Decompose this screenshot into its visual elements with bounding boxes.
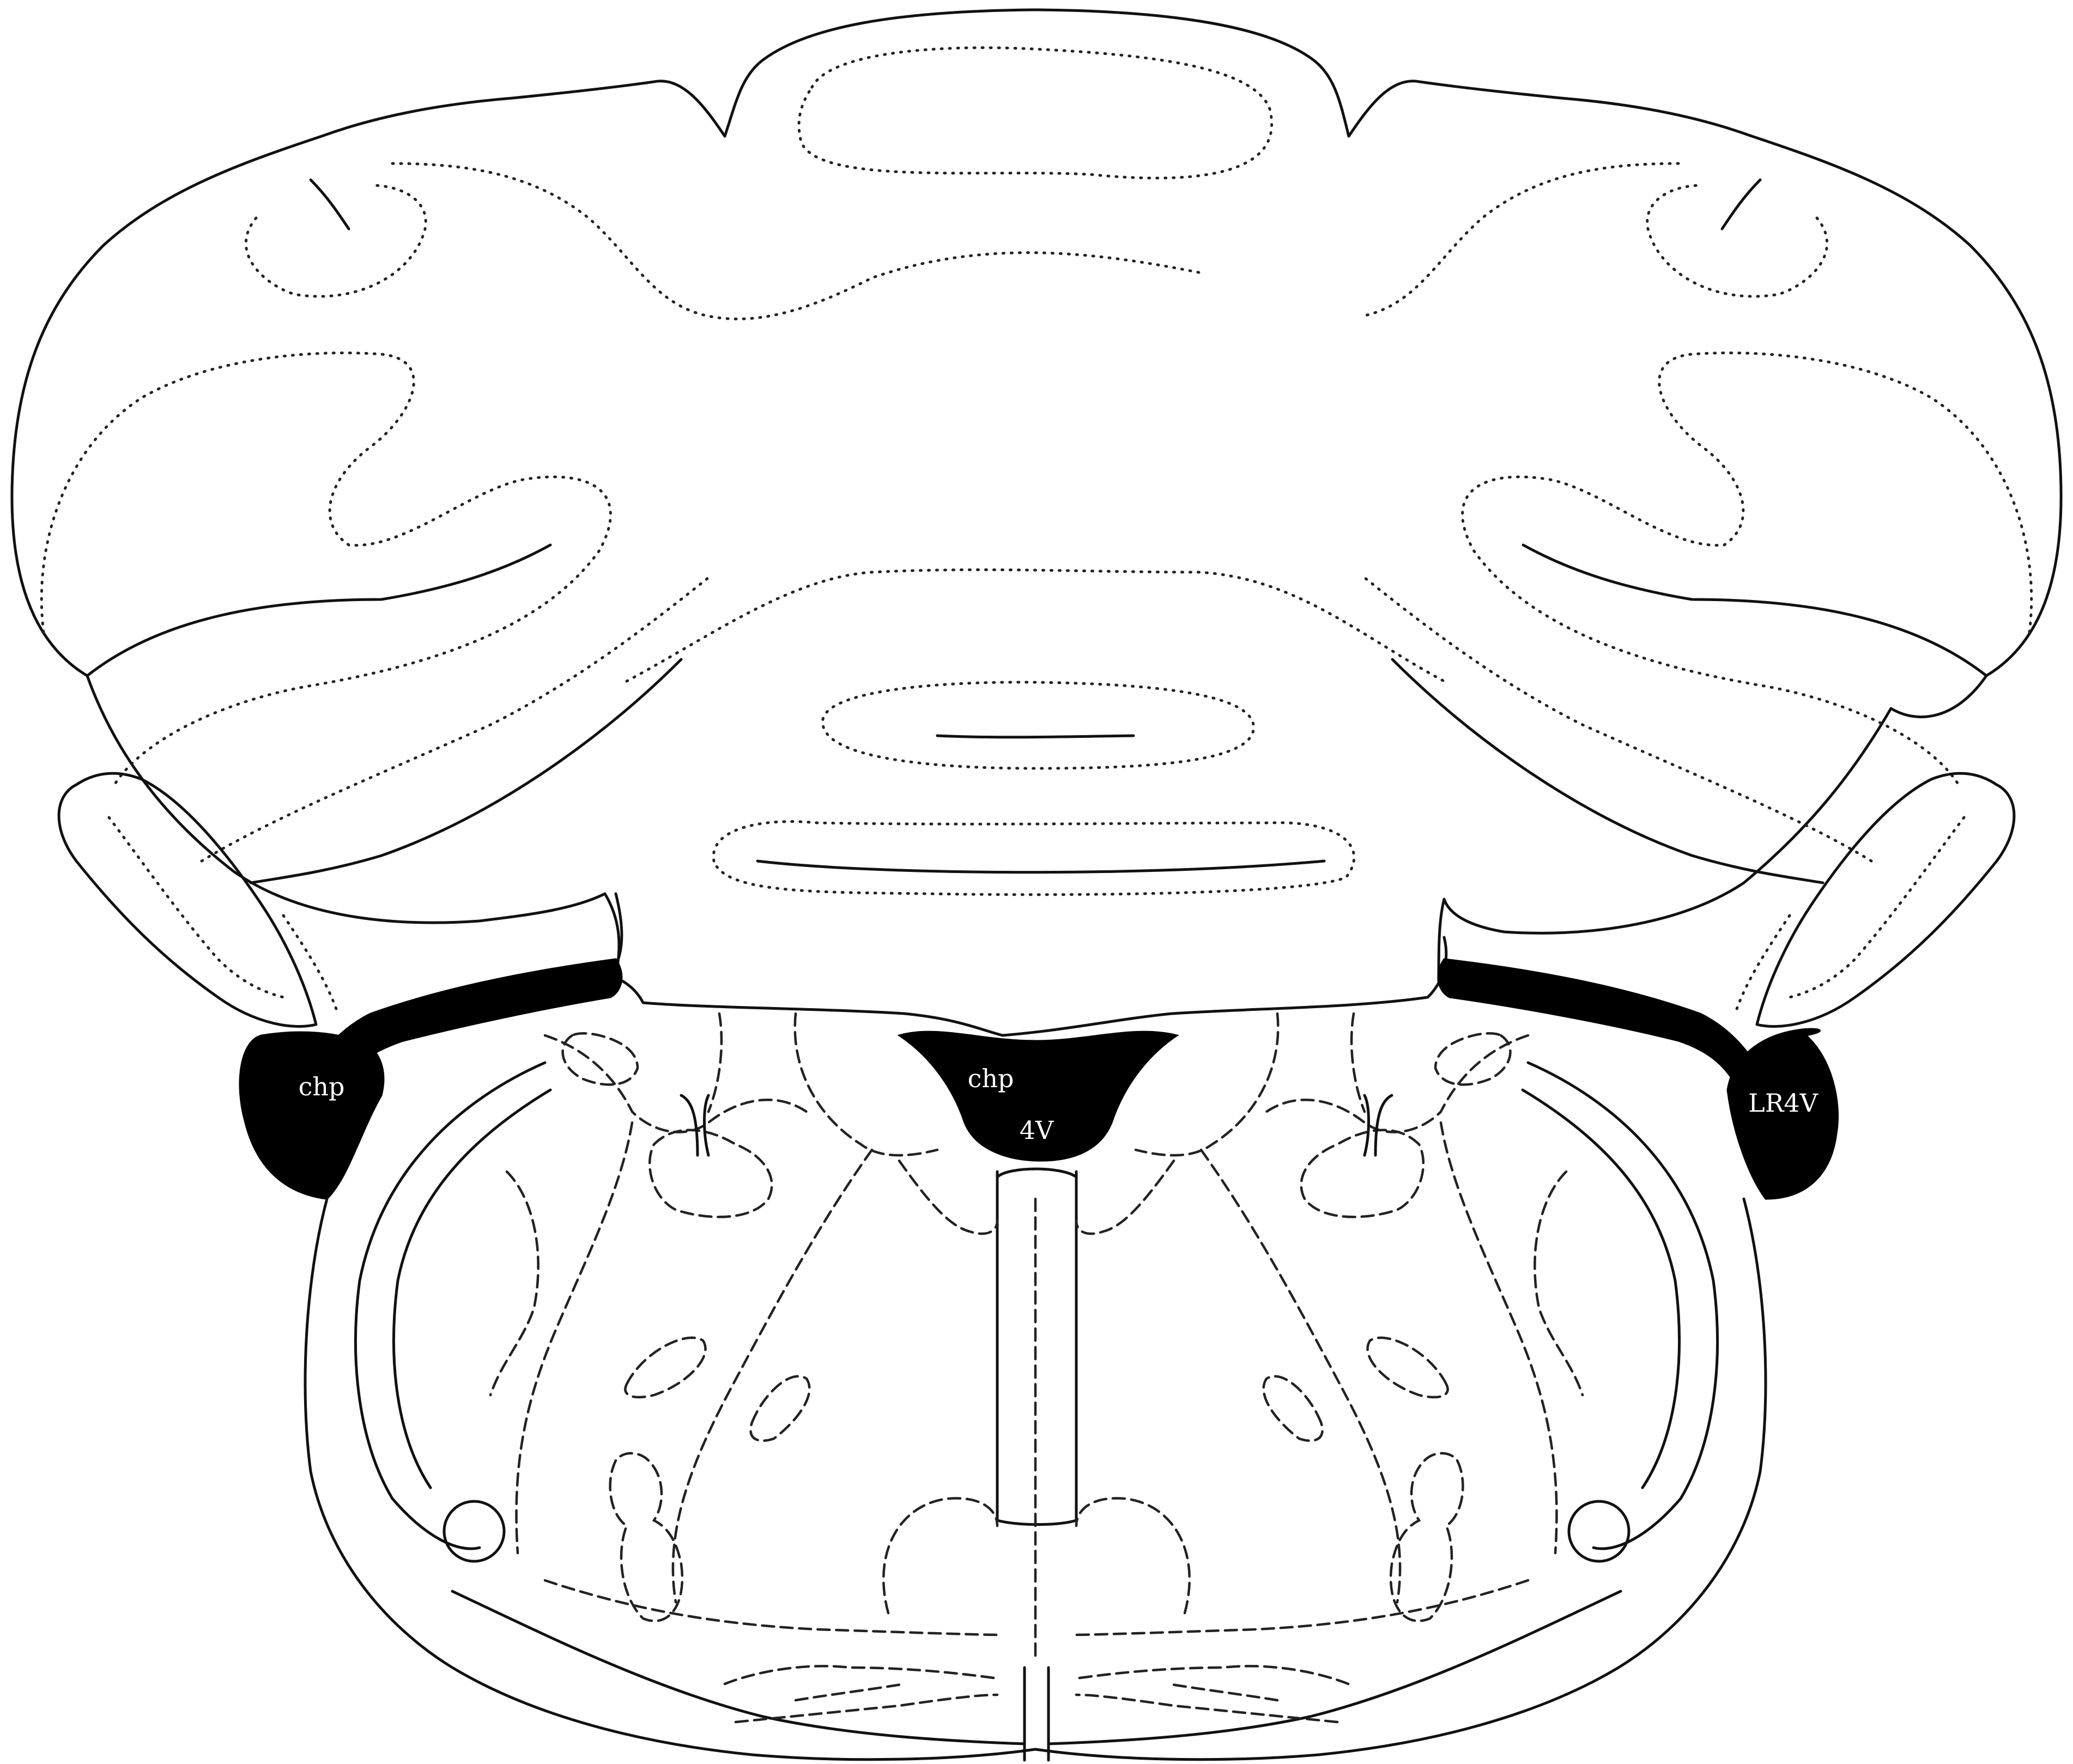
- right-nucleus-boundary-3: [1199, 1148, 1402, 1604]
- right-dorsal-notch: [1363, 1094, 1393, 1157]
- left-nucleus-boundary-3: [671, 1148, 874, 1604]
- left-olive-nucleus: [443, 1500, 506, 1563]
- left-lateral-recess-chp: [239, 1031, 385, 1200]
- left-paraflocculus-inner: [282, 914, 340, 1015]
- right-middle-lobule: [1461, 351, 2033, 786]
- right-arch-region: [1300, 1129, 1425, 1219]
- left-small-ellipse-2: [749, 1375, 811, 1442]
- fourth-ventricle: [897, 1030, 1179, 1162]
- right-hemisphere-band: [1363, 576, 1873, 863]
- left-middle-lobule: [40, 351, 612, 786]
- right-pyramid: [1075, 1665, 1350, 1686]
- fissure-left-upper: [309, 178, 350, 231]
- right-upper-small-nucleus: [1434, 1032, 1512, 1086]
- ventral-fissure: [1023, 1666, 1050, 1762]
- right-small-ellipse-1: [1366, 1336, 1449, 1399]
- right-lateral-tract-inner: [1521, 1088, 1681, 1489]
- left-upper-small-nucleus: [561, 1032, 639, 1086]
- medulla-ventral-left: [451, 1590, 1026, 1745]
- right-nucleus-boundary-6: [1134, 1012, 1280, 1157]
- left-ovoid-nucleus: [609, 1452, 684, 1622]
- raphe-top: [996, 1167, 1078, 1179]
- paraflocculi: [57, 772, 2016, 1028]
- left-hemisphere-lower-edge: [86, 674, 621, 977]
- right-medial-boundary: [1075, 1159, 1175, 1235]
- raphe-bottom: [996, 1519, 1078, 1526]
- left-small-ellipse-1: [624, 1336, 707, 1399]
- left-nucleus-boundary-5: [707, 1012, 723, 1113]
- left-cross-band: [543, 1579, 999, 1636]
- right-outer-lobule: [1646, 184, 1829, 298]
- right-nucleus-boundary-2: [1439, 1121, 1558, 1555]
- left-lateral-tract-outer: [354, 1061, 547, 1550]
- right-cross-band: [1075, 1579, 1530, 1636]
- cerebellum: [10, 8, 2063, 1037]
- right-upper-folium: [1361, 162, 1680, 318]
- fissure-right-hemisphere: [1522, 543, 1988, 677]
- left-lower-loop: [882, 1497, 999, 1615]
- left-hemisphere-band: [200, 576, 710, 863]
- left-ventral-lines: [734, 1682, 999, 1724]
- fissure-left-hemisphere: [86, 543, 552, 677]
- right-lateral-tract-outer: [1526, 1061, 1719, 1550]
- right-nucleus-boundary-5: [1350, 1012, 1366, 1113]
- ventricular-system: chp chp 4V LR4V: [239, 958, 1839, 1200]
- vermis-midline-lower: [756, 859, 1326, 874]
- left-pyramid: [723, 1665, 999, 1686]
- right-nucleus-boundary-1: [1265, 1034, 1530, 1133]
- fissure-right-lower: [1391, 658, 1825, 884]
- right-nucleus-boundary-4: [1533, 1170, 1584, 1397]
- right-paraflocculus-folium: [1788, 816, 1966, 999]
- medulla-outline: [304, 1197, 1767, 1761]
- left-paraflocculus-folium: [107, 816, 285, 999]
- left-medial-boundary: [898, 1159, 999, 1235]
- medulla-ventral-right: [1047, 1590, 1622, 1745]
- vermis-central-band: [625, 568, 1446, 683]
- right-lower-loop: [1075, 1497, 1191, 1615]
- left-nucleus-boundary-4: [489, 1170, 540, 1397]
- right-paraflocculus: [1755, 772, 2016, 1028]
- right-choroid-plexus-band: [1437, 958, 1767, 1091]
- left-lateral-tract-inner: [392, 1088, 552, 1489]
- vermis-lower-lobe: [609, 892, 1448, 1037]
- fissure-right-upper: [1720, 178, 1762, 231]
- left-nucleus-boundary-1: [543, 1034, 808, 1133]
- right-ovoid-nucleus: [1389, 1452, 1464, 1622]
- left-arch-region: [648, 1129, 773, 1219]
- right-paraflocculus-inner: [1733, 914, 1791, 1015]
- right-lateral-recess: [1726, 1028, 1839, 1200]
- right-olive-nucleus: [1567, 1500, 1630, 1563]
- chp-center-label: chp: [968, 1064, 1014, 1093]
- left-paraflocculus: [57, 772, 318, 1028]
- left-outer-lobule: [244, 184, 427, 298]
- fissure-left-lower: [249, 658, 683, 884]
- vermis-upper-ellipse: [821, 681, 1255, 770]
- chp-left-label: chp: [299, 1072, 345, 1101]
- left-upper-folium: [391, 162, 1201, 320]
- vermis-lower-ellipse: [712, 820, 1356, 896]
- cerebellum-outline: [10, 8, 2063, 718]
- right-ventral-lines: [1075, 1682, 1339, 1724]
- left-nucleus-boundary-2: [515, 1121, 634, 1555]
- left-nucleus-boundary-6: [793, 1012, 939, 1157]
- vermis-top-lobule: [797, 46, 1274, 180]
- right-small-ellipse-2: [1262, 1375, 1324, 1442]
- left-dorsal-notch: [680, 1094, 710, 1157]
- right-hemisphere-lower-edge: [1437, 707, 1893, 983]
- brainstem: [304, 1012, 1767, 1762]
- lateral-recess-label: LR4V: [1748, 1088, 1818, 1118]
- vermis-midline-upper: [936, 734, 1135, 739]
- fourth-ventricle-label: 4V: [1020, 1116, 1054, 1145]
